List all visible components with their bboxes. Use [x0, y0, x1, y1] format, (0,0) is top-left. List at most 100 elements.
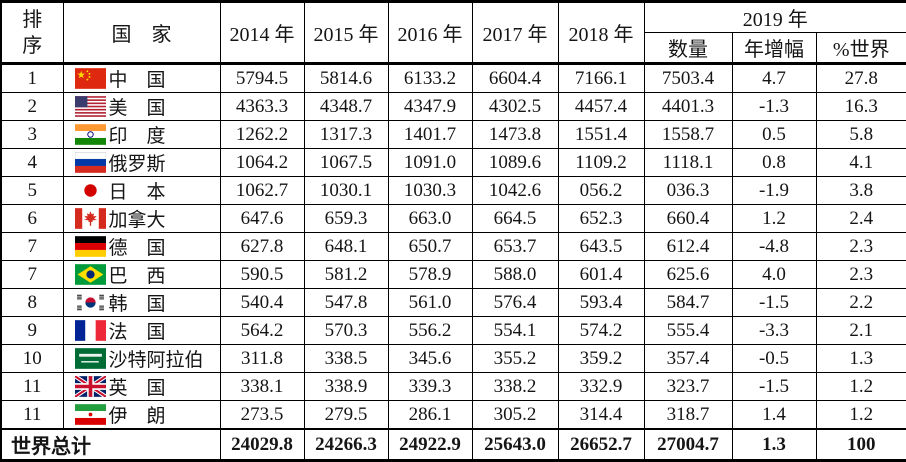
table-row: 11 英 国 338.1 338.9 339.3 338.2 332.9 323…	[0, 372, 906, 401]
value-2018: 056.2	[557, 176, 645, 205]
table-row: 3 印 度 1262.2 1317.3 1401.7 1473.8 1551.4…	[0, 120, 906, 149]
country-cell: 俄罗斯	[62, 148, 221, 177]
value-2016: 1401.7	[387, 120, 473, 149]
country-name: 印 度	[108, 126, 166, 147]
value-2017: 554.1	[471, 316, 559, 345]
value-2019-growth: 0.5	[731, 120, 817, 149]
value-2019-world-pct: 2.3	[815, 260, 906, 289]
table-body: 1 中 国 5794.5 5814.6 6133.2 6604.4 7166.1…	[0, 63, 906, 430]
flag-uk-icon	[74, 376, 106, 397]
flag-brazil-icon	[74, 264, 106, 285]
value-2018: 574.2	[557, 316, 645, 345]
flag-saudi-arabia-icon	[74, 348, 106, 369]
header-2019-world-pct: %世界	[815, 32, 906, 65]
value-2019-world-pct: 2.2	[815, 288, 906, 317]
country-cell: 印 度	[62, 120, 221, 149]
value-2019-world-pct: 5.8	[815, 120, 906, 149]
total-label: 世界总计	[0, 428, 221, 461]
value-2016: 578.9	[387, 260, 473, 289]
flag-france-icon	[74, 320, 106, 341]
value-2014: 1064.2	[219, 148, 305, 177]
header-year-2017: 2017 年	[471, 1, 559, 65]
value-2016: 345.6	[387, 344, 473, 373]
value-2015: 1067.5	[303, 148, 389, 177]
value-2019-quantity: 318.7	[643, 400, 733, 430]
country-cell: 美 国	[62, 92, 221, 121]
header-year-2015: 2015 年	[303, 1, 389, 65]
value-2015: 5814.6	[303, 63, 389, 93]
value-2019-world-pct: 2.3	[815, 232, 906, 261]
value-2019-world-pct: 4.1	[815, 148, 906, 177]
header-country: 国 家	[62, 1, 221, 65]
value-2018: 314.4	[557, 400, 645, 430]
value-2019-growth: -0.5	[731, 344, 817, 373]
table-row: 2 美 国 4363.3 4348.7 4347.9 4302.5 4457.4…	[0, 92, 906, 121]
country-cell: 日 本	[62, 176, 221, 205]
value-2019-growth: -1.9	[731, 176, 817, 205]
header-rank-label: 排序	[22, 8, 43, 57]
header-year-2014: 2014 年	[219, 1, 305, 65]
table-row: 9 法 国 564.2 570.3 556.2 554.1 574.2 555.…	[0, 316, 906, 345]
value-2015: 1317.3	[303, 120, 389, 149]
country-cell: 英 国	[62, 372, 221, 401]
value-2017: 355.2	[471, 344, 559, 373]
value-2015: 4348.7	[303, 92, 389, 121]
table-row: 1 中 国 5794.5 5814.6 6133.2 6604.4 7166.1…	[0, 63, 906, 93]
value-2016: 1030.3	[387, 176, 473, 205]
rank-cell: 5	[0, 176, 64, 205]
value-2016: 4347.9	[387, 92, 473, 121]
value-2019-quantity: 660.4	[643, 204, 733, 233]
flag-canada-icon	[74, 208, 106, 229]
value-2019-quantity: 584.7	[643, 288, 733, 317]
table-row: 10 沙特阿拉伯 311.8 338.5 345.6 355.2 359.2 3…	[0, 344, 906, 373]
country-cell: 沙特阿拉伯	[62, 344, 221, 373]
value-2019-world-pct: 1.3	[815, 344, 906, 373]
country-name: 法 国	[108, 322, 166, 343]
value-2019-growth: -1.3	[731, 92, 817, 121]
country-cell: 加拿大	[62, 204, 221, 233]
value-2019-quantity: 323.7	[643, 372, 733, 401]
table-row: 8 韩 国 540.4 547.8 561.0 576.4 593.4 584.…	[0, 288, 906, 317]
value-2019-growth: 0.8	[731, 148, 817, 177]
header-2019-growth: 年增幅	[731, 32, 817, 65]
country-name: 英 国	[108, 378, 166, 399]
total-value-2016: 24922.9	[387, 428, 473, 461]
value-2019-growth: 1.4	[731, 400, 817, 430]
table-footer: 世界总计 24029.8 24266.3 24922.9 25643.0 266…	[0, 428, 906, 461]
country-name: 伊 朗	[108, 406, 166, 427]
value-2019-quantity: 625.6	[643, 260, 733, 289]
value-2015: 648.1	[303, 232, 389, 261]
total-value-2019-world-pct: 100	[815, 428, 906, 461]
country-name: 美 国	[108, 98, 166, 119]
header-2019-quantity: 数量	[643, 32, 733, 65]
table-row: 5 日 本 1062.7 1030.1 1030.3 1042.6 056.2 …	[0, 176, 906, 205]
table-row: 11 伊 朗 273.5 279.5 286.1 305.2 314.4 318…	[0, 400, 906, 430]
value-2016: 650.7	[387, 232, 473, 261]
total-value-2014: 24029.8	[219, 428, 305, 461]
value-2017: 1473.8	[471, 120, 559, 149]
country-cell: 法 国	[62, 316, 221, 345]
flag-usa-icon	[74, 96, 106, 117]
country-cell: 韩 国	[62, 288, 221, 317]
country-name: 日 本	[108, 182, 166, 203]
value-2014: 540.4	[219, 288, 305, 317]
value-2017: 6604.4	[471, 63, 559, 93]
value-2015: 581.2	[303, 260, 389, 289]
value-2015: 659.3	[303, 204, 389, 233]
total-value-2018: 26652.7	[557, 428, 645, 461]
flag-germany-icon	[74, 236, 106, 257]
rank-cell: 7	[0, 260, 64, 289]
value-2014: 4363.3	[219, 92, 305, 121]
country-name: 巴 西	[108, 266, 166, 287]
value-2019-world-pct: 1.2	[815, 372, 906, 401]
rank-cell: 11	[0, 372, 64, 401]
header-year-2016: 2016 年	[387, 1, 473, 65]
value-2014: 564.2	[219, 316, 305, 345]
value-2019-quantity: 036.3	[643, 176, 733, 205]
value-2019-growth: 4.0	[731, 260, 817, 289]
table-row: 6 加拿大 647.6 659.3 663.0 664.5 652.3 660.…	[0, 204, 906, 233]
value-2017: 576.4	[471, 288, 559, 317]
rank-cell: 2	[0, 92, 64, 121]
value-2018: 1109.2	[557, 148, 645, 177]
